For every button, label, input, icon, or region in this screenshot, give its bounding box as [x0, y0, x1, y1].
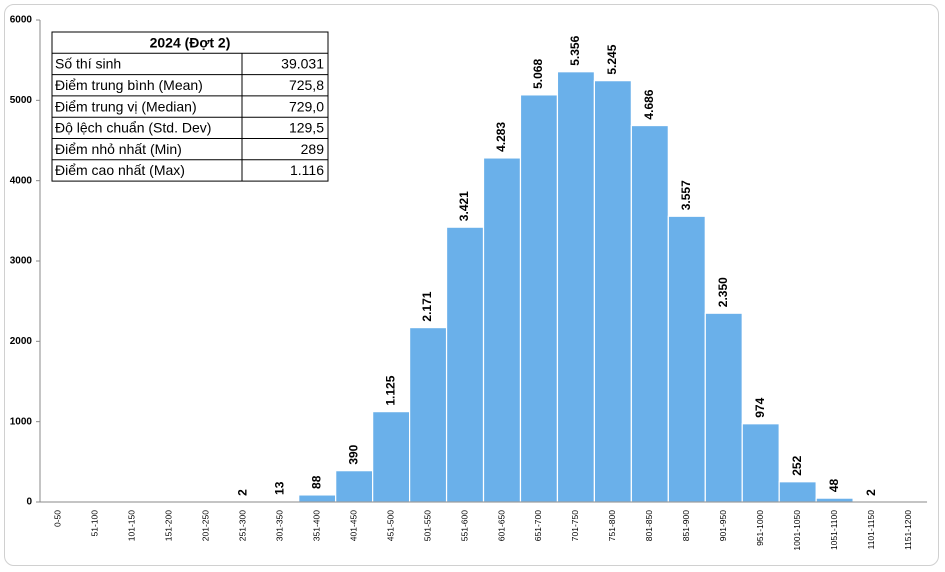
x-tick-label: 1001-1050 — [792, 510, 802, 551]
value-label: 3.421 — [457, 191, 471, 221]
table-value: 729,0 — [289, 98, 324, 114]
table-label: Độ lệch chuẩn (Std. Dev) — [55, 120, 211, 136]
x-tick-label: 451-500 — [385, 510, 395, 541]
bar — [704, 312, 743, 503]
value-label: 4.686 — [642, 89, 656, 119]
x-tick-label: 651-700 — [533, 510, 543, 541]
table-label: Điểm nhỏ nhất (Min) — [55, 141, 182, 157]
x-tick-label: 1051-1100 — [829, 510, 839, 550]
bar — [519, 94, 559, 503]
x-tick-label: 1101-1150 — [866, 510, 876, 550]
value-label: 252 — [790, 455, 804, 475]
bar — [593, 80, 632, 503]
bar — [556, 71, 596, 503]
value-label: 3.557 — [679, 180, 693, 210]
x-tick-label: 1151-1200 — [903, 510, 913, 550]
table-value: 725,8 — [289, 77, 324, 93]
x-tick-label: 251-300 — [238, 510, 248, 541]
bar — [741, 423, 780, 503]
x-tick-label: 701-750 — [570, 510, 580, 541]
bar — [482, 157, 522, 503]
y-tick-label: 5000 — [10, 95, 33, 106]
x-tick-label: 0-50 — [53, 510, 63, 527]
table-label: Số thí sinh — [55, 56, 121, 72]
x-tick-label: 501-550 — [422, 510, 432, 541]
value-label: 5.068 — [531, 59, 545, 89]
bar — [667, 215, 706, 503]
x-tick-label: 151-200 — [164, 510, 174, 541]
y-tick-label: 2000 — [10, 336, 33, 347]
value-label: 48 — [827, 478, 841, 492]
x-tick-label: 351-400 — [311, 510, 321, 541]
x-tick-label: 901-950 — [718, 510, 728, 541]
frame — [4, 4, 939, 566]
y-tick-label: 6000 — [10, 15, 33, 26]
bar — [298, 494, 337, 503]
x-tick-label: 551-600 — [459, 510, 469, 541]
value-label: 2 — [864, 489, 878, 496]
bar — [409, 326, 448, 503]
bar — [445, 226, 485, 503]
table-value: 129,5 — [289, 120, 324, 136]
value-label: 5.356 — [568, 35, 582, 65]
y-tick-label: 3000 — [10, 256, 33, 267]
x-tick-label: 951-1000 — [755, 510, 765, 546]
x-tick-label: 801-850 — [644, 510, 654, 541]
bar — [778, 481, 817, 503]
x-tick-label: 201-250 — [201, 510, 211, 541]
value-label: 13 — [272, 481, 286, 495]
value-label: 5.245 — [605, 44, 619, 74]
bar — [335, 470, 374, 503]
x-tick-label: 51-100 — [90, 510, 100, 537]
table-value: 1.116 — [290, 162, 324, 178]
table-frame — [51, 31, 329, 182]
x-tick-label: 301-350 — [274, 510, 284, 541]
value-label: 390 — [346, 444, 360, 464]
value-label: 88 — [309, 475, 323, 489]
table-value: 289 — [301, 141, 325, 157]
table-label: Điểm trung vị (Median) — [55, 98, 197, 114]
x-tick-label: 751-800 — [607, 510, 617, 541]
x-tick-label: 101-150 — [127, 510, 137, 541]
value-label: 4.283 — [494, 122, 508, 152]
bar — [372, 411, 411, 503]
bar — [815, 497, 854, 503]
value-label: 2.171 — [420, 291, 434, 321]
table-value: 39.031 — [281, 56, 324, 72]
table-title: 2024 (Đợt 2) — [150, 34, 231, 50]
table-label: Điểm cao nhất (Max) — [55, 162, 185, 178]
value-label: 2 — [235, 489, 249, 496]
y-tick-label: 0 — [26, 497, 32, 508]
value-label: 1.125 — [383, 375, 397, 405]
y-tick-label: 1000 — [10, 416, 33, 427]
bar — [630, 124, 669, 503]
x-tick-label: 401-450 — [348, 510, 358, 541]
value-label: 974 — [753, 397, 767, 417]
y-tick-label: 4000 — [10, 175, 33, 186]
table-label: Điểm trung bình (Mean) — [55, 77, 203, 93]
x-tick-label: 851-900 — [681, 510, 691, 541]
value-label: 2.350 — [716, 277, 730, 307]
x-tick-label: 601-650 — [496, 510, 506, 541]
